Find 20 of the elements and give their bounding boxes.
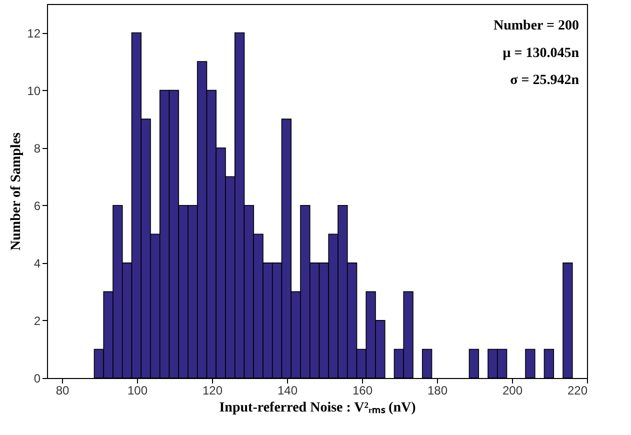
annotation: Number = 200 xyxy=(494,18,579,34)
y-tick-label: 12 xyxy=(27,26,41,40)
annotation: μ = 130.045n xyxy=(502,46,580,61)
x-tick-label: 80 xyxy=(56,384,70,398)
x-tick-label: 200 xyxy=(502,384,523,398)
annotation: σ = 25.942n xyxy=(510,72,580,88)
y-tick-label: 0 xyxy=(34,372,41,386)
y-tick-label: 8 xyxy=(34,141,41,156)
y-tick-label: 6 xyxy=(34,198,41,213)
y-axis-title: Number of Samples xyxy=(9,132,24,250)
x-tick-label: 180 xyxy=(427,384,448,398)
x-axis-title: Input-referred Noise : V²ᵣₘₛ (nV) xyxy=(219,400,416,416)
y-tick-label: 10 xyxy=(27,84,41,98)
y-tick-label: 4 xyxy=(34,256,41,270)
x-tick-label: 100 xyxy=(127,384,148,398)
x-tick-label: 160 xyxy=(352,384,373,398)
y-tick-label: 2 xyxy=(34,314,41,328)
x-tick-label: 140 xyxy=(277,384,298,398)
x-tick-label: 120 xyxy=(202,384,223,398)
x-tick-label: 220 xyxy=(567,384,588,398)
